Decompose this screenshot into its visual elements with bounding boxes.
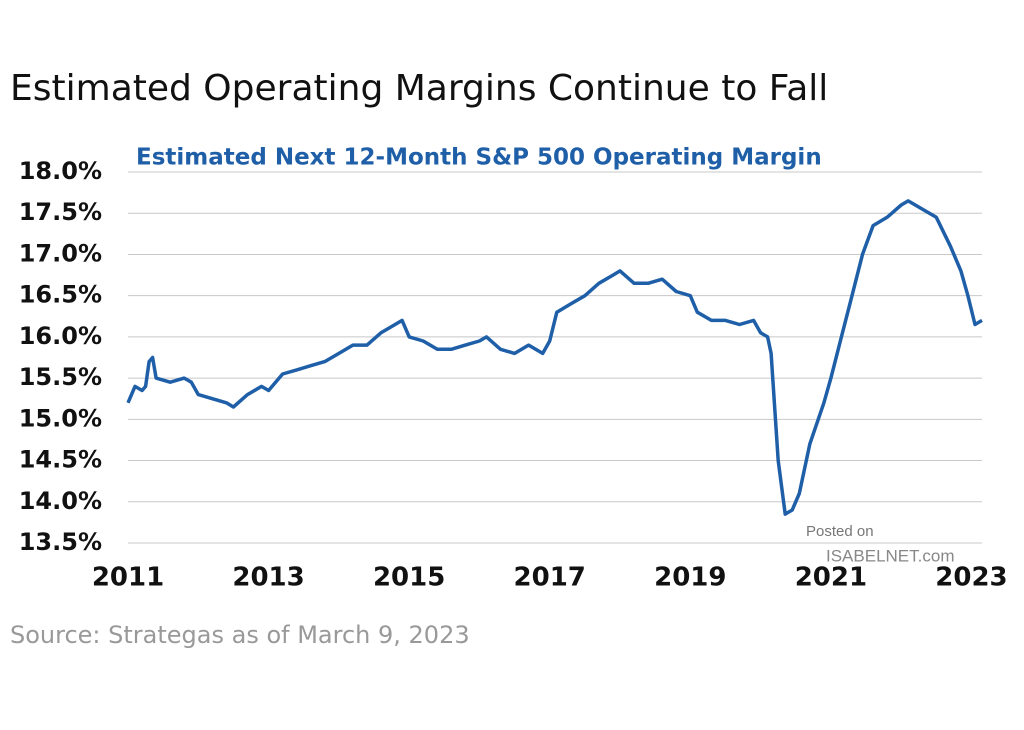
x-tick-label: 2011	[92, 563, 164, 593]
y-tick-label: 17.5%	[19, 198, 102, 226]
x-tick-label: 2021	[795, 563, 867, 593]
chart-subtitle: Estimated Next 12-Month S&P 500 Operatin…	[136, 145, 822, 171]
line	[126, 199, 983, 516]
y-tick-label: 15.5%	[19, 363, 102, 391]
watermark: Posted on	[806, 523, 874, 540]
x-tick-label: 2013	[232, 563, 304, 593]
x-tick-label: 2023	[935, 563, 1007, 593]
y-tick-label: 14.5%	[19, 446, 102, 474]
source: Source: Strategas as of March 9, 2023	[10, 621, 470, 649]
y-tick-label: 13.5%	[19, 528, 102, 556]
y-tick-label: 17.0%	[19, 239, 102, 267]
x-tick-label: 2015	[373, 563, 445, 593]
y-tick-label: 18.0%	[19, 157, 102, 185]
y-tick-label: 16.0%	[19, 322, 102, 350]
y-tick-label: 16.5%	[19, 281, 102, 309]
y-tick-label: 15.0%	[19, 404, 102, 432]
watermark: ISABELNET.com	[826, 546, 955, 565]
chart-title: Estimated Operating Margins Continue to …	[10, 68, 828, 109]
x-tick-label: 2017	[514, 563, 586, 593]
y-tick-label: 14.0%	[19, 487, 102, 515]
x-tick-label: 2019	[654, 563, 726, 593]
